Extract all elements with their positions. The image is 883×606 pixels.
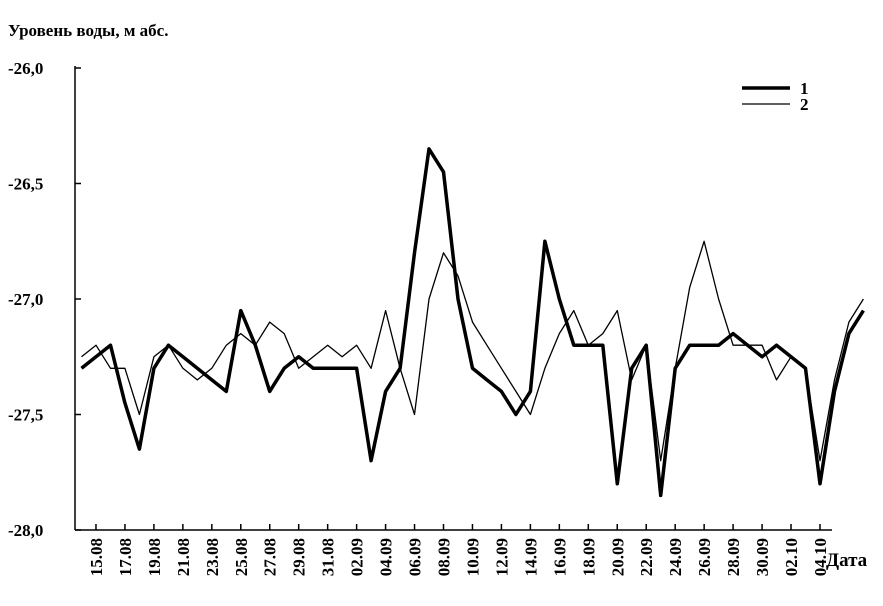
y-tick-label: -26,0 [8, 59, 43, 78]
y-tick-label: -27,5 [8, 406, 43, 425]
legend-label: 2 [800, 95, 809, 114]
y-tick-label: -26,5 [8, 175, 43, 194]
x-tick-label: 29.08 [290, 538, 309, 576]
x-tick-label: 12.09 [492, 538, 511, 576]
x-tick-label: 17.08 [116, 538, 135, 576]
x-tick-label: 15.08 [87, 538, 106, 576]
x-tick-label: 28.09 [724, 538, 743, 576]
series-line [81, 240, 864, 462]
x-tick-label: 26.09 [695, 538, 714, 576]
x-tick-label: 02.10 [782, 538, 801, 576]
x-tick-label: 22.09 [637, 538, 656, 576]
x-tick-label: 14.09 [521, 538, 540, 576]
x-tick-label: 27.08 [261, 538, 280, 576]
x-tick-label: 24.09 [666, 538, 685, 576]
y-axis-title: Уровень воды, м абс. [8, 21, 168, 40]
x-tick-label: 04.10 [811, 538, 830, 576]
y-tick-label: -27,0 [8, 290, 43, 309]
legend-label: 1 [800, 79, 809, 98]
series-line [80, 147, 865, 498]
y-tick-label: -28,0 [8, 521, 43, 540]
x-tick-label: 06.09 [406, 538, 425, 576]
x-tick-label: 04.09 [377, 538, 396, 576]
x-axis-title: Дата [826, 550, 868, 571]
x-tick-label: 23.08 [203, 538, 222, 576]
x-tick-label: 30.09 [753, 538, 772, 576]
x-tick-label: 19.08 [145, 538, 164, 576]
x-tick-label: 18.09 [579, 538, 598, 576]
x-tick-label: 02.09 [348, 538, 367, 576]
x-tick-label: 21.08 [174, 538, 193, 576]
x-tick-label: 10.09 [463, 538, 482, 576]
x-tick-label: 08.09 [435, 538, 454, 576]
x-tick-label: 25.08 [232, 538, 251, 576]
x-tick-label: 31.08 [319, 538, 338, 576]
x-tick-label: 20.09 [608, 538, 627, 576]
x-tick-label: 16.09 [550, 538, 569, 576]
